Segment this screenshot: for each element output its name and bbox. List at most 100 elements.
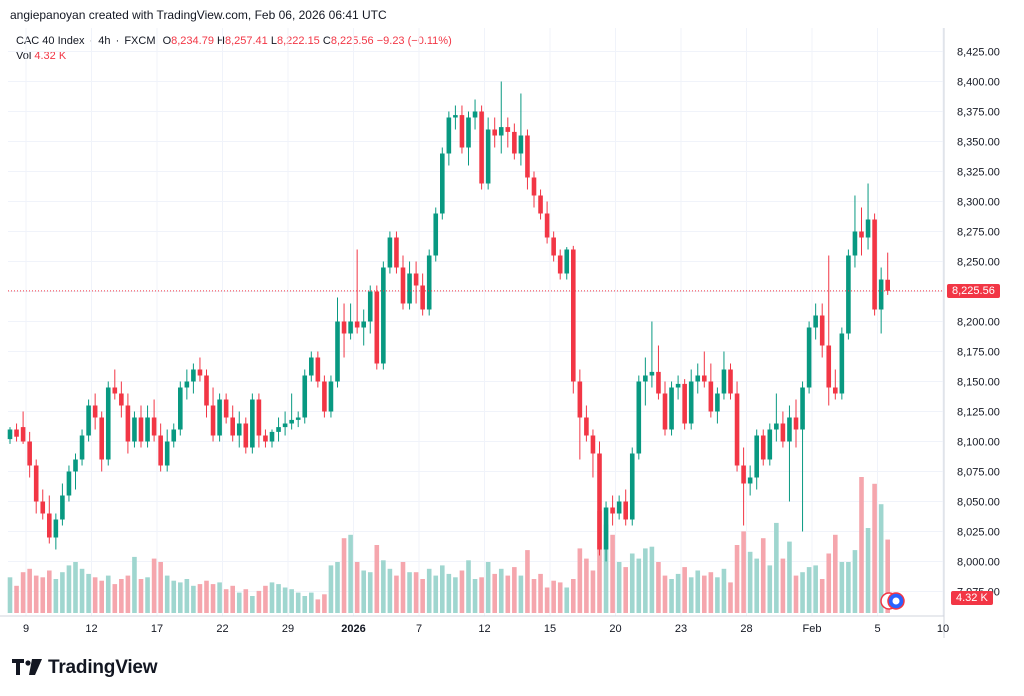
candle-body xyxy=(250,399,255,448)
candle-body xyxy=(243,423,249,448)
x-tick-label: 29 xyxy=(282,623,294,635)
volume-bar xyxy=(236,592,242,613)
volume-bar xyxy=(819,579,825,613)
volume-bar xyxy=(105,575,111,613)
volume-bar xyxy=(525,550,530,613)
volume-bar xyxy=(322,594,327,613)
x-tick-label: 2026 xyxy=(341,623,365,635)
candle-body xyxy=(309,357,314,376)
candle-body xyxy=(584,417,589,436)
volume-bar xyxy=(309,592,314,613)
candle-body xyxy=(571,249,576,382)
volume-bar xyxy=(852,550,858,613)
candle-body xyxy=(492,129,497,136)
tradingview-brand[interactable]: TradingView xyxy=(12,656,158,680)
candle-body xyxy=(158,435,163,466)
volume-bar xyxy=(132,556,137,613)
x-tick-label: 28 xyxy=(740,623,752,635)
volume-bar xyxy=(361,570,366,613)
volume-bar xyxy=(616,562,622,613)
candle-body xyxy=(643,375,648,382)
volume-bar xyxy=(328,565,334,613)
volume-bar xyxy=(577,548,583,613)
volume-bar xyxy=(498,568,504,613)
candle-body xyxy=(354,321,360,328)
volume-bar xyxy=(119,579,124,613)
volume-bar xyxy=(269,582,275,613)
candle-body xyxy=(702,375,707,382)
legend-interval[interactable]: 4h xyxy=(98,35,111,47)
volume-bar xyxy=(230,585,235,613)
volume-bar xyxy=(859,477,864,613)
candle-body xyxy=(426,255,432,310)
volume-bar xyxy=(335,562,340,613)
candle-body xyxy=(564,249,570,274)
volume-bar xyxy=(564,587,570,613)
candle-body xyxy=(498,127,504,136)
volume-bar xyxy=(47,570,52,613)
volume-bar xyxy=(839,562,845,613)
volume-bar xyxy=(420,579,425,613)
volume-bar xyxy=(210,584,216,613)
volume-bar xyxy=(754,558,759,613)
volume-bar xyxy=(538,573,543,613)
volume-bar xyxy=(767,565,773,613)
volume-bar xyxy=(826,553,832,613)
candle-body xyxy=(741,465,746,484)
candle-body xyxy=(86,405,91,436)
legend-symbol[interactable]: CAC 40 Index xyxy=(16,35,85,47)
candle-body xyxy=(629,453,635,520)
volume-bar xyxy=(702,575,707,613)
open-value: 8,234.79 xyxy=(171,35,214,47)
candle-body xyxy=(387,237,393,268)
volume-bar xyxy=(531,579,537,613)
candle-body xyxy=(20,427,26,442)
candle-body xyxy=(223,399,229,418)
candle-body xyxy=(217,399,222,436)
candle-body xyxy=(276,427,281,432)
x-tick-label: 10 xyxy=(937,623,949,635)
y-tick-label: 8,425.00 xyxy=(957,47,1000,59)
candle-body xyxy=(440,153,445,214)
candle-body xyxy=(603,507,609,550)
close-value: 8,225.56 xyxy=(330,35,374,47)
volume-bar xyxy=(728,582,733,613)
volume-bar xyxy=(643,548,648,613)
candle-body xyxy=(557,255,563,274)
candle-body xyxy=(682,383,687,424)
volume-bar xyxy=(289,589,294,613)
candle-body xyxy=(407,273,412,304)
volume-bar xyxy=(27,568,32,613)
y-tick-label: 8,150.00 xyxy=(957,377,1000,389)
candle-body xyxy=(14,429,19,437)
candle-body xyxy=(846,255,851,334)
volume-bar xyxy=(7,577,13,613)
candle-body xyxy=(92,405,98,418)
candle-body xyxy=(236,423,242,436)
candle-body xyxy=(767,429,773,460)
candle-body xyxy=(413,273,419,286)
volume-bar xyxy=(407,572,412,613)
candle-body xyxy=(328,381,334,412)
volume-bar xyxy=(800,572,805,613)
volume-bar xyxy=(14,585,19,613)
volume-bar xyxy=(833,534,838,613)
volume-bar xyxy=(250,596,255,613)
candle-body xyxy=(7,429,13,440)
candle-body xyxy=(453,115,458,118)
candle-body xyxy=(132,417,137,442)
volume-bar xyxy=(708,572,714,613)
volume-bar xyxy=(125,575,131,613)
y-tick-label: 8,350.00 xyxy=(957,137,1000,149)
candle-body xyxy=(466,117,471,148)
volume-bar xyxy=(92,577,98,613)
x-tick-label: 9 xyxy=(23,623,29,635)
volume-bar xyxy=(485,562,491,613)
volume-bar xyxy=(223,589,229,613)
x-tick-label: 22 xyxy=(216,623,228,635)
volume-bar xyxy=(479,577,484,613)
candle-body xyxy=(839,333,845,394)
candle-body xyxy=(865,219,871,238)
event-marker-dot xyxy=(892,597,900,605)
